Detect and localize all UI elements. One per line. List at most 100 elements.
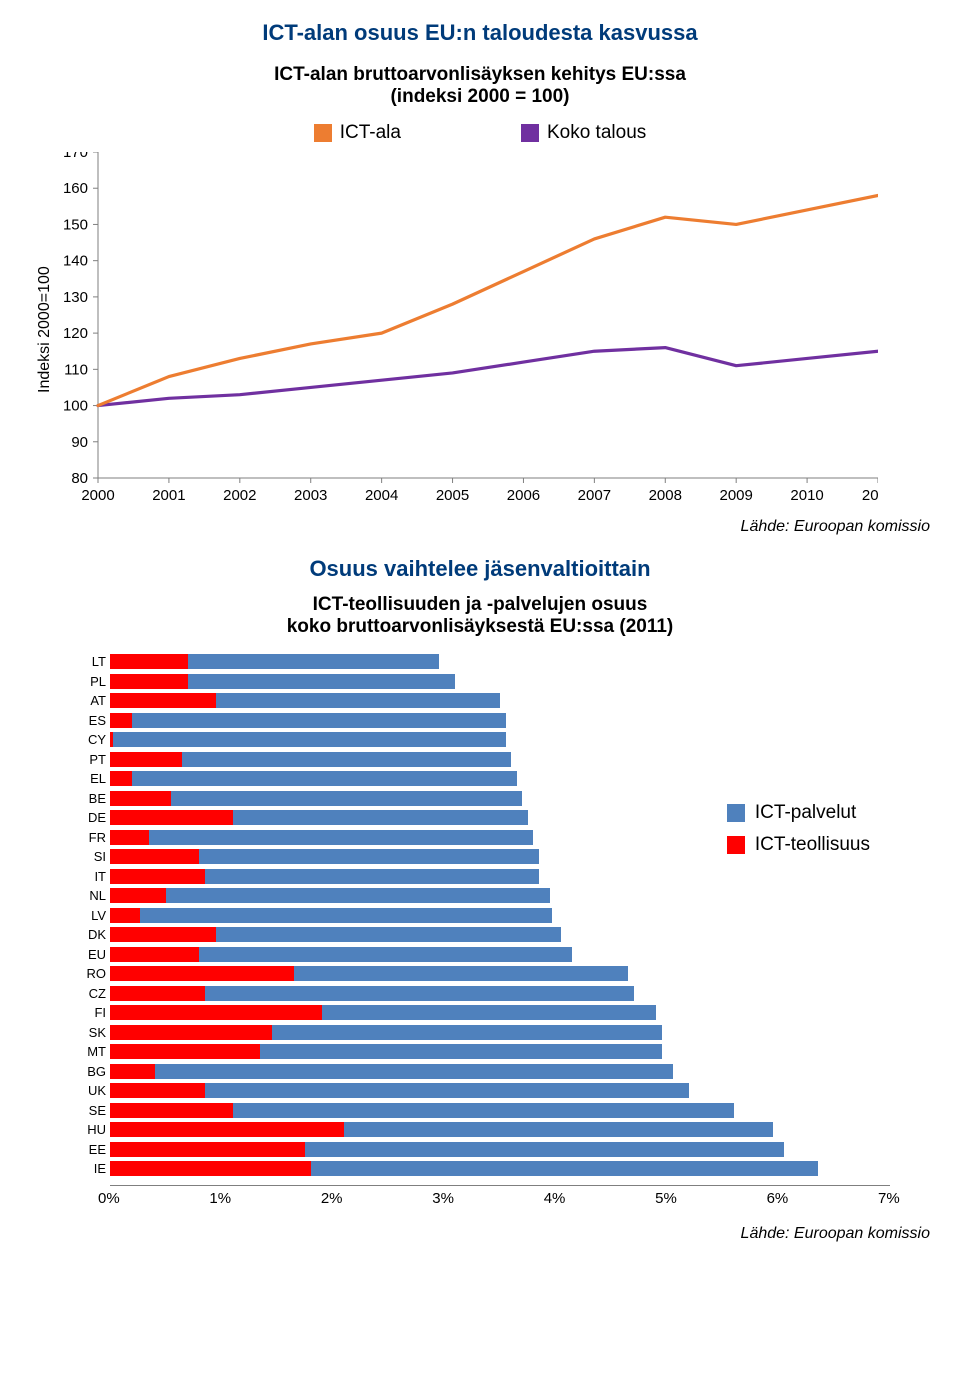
country-label: ES: [80, 713, 110, 728]
source-caption-1: Lähde: Euroopan komissio: [30, 518, 930, 536]
svg-text:170: 170: [63, 152, 88, 161]
bar-segment-services: [322, 1005, 656, 1020]
country-label: AT: [80, 693, 110, 708]
svg-text:140: 140: [63, 253, 88, 270]
legend-marker-purple: [521, 124, 539, 142]
legend-label-ict: ICT-ala: [340, 122, 401, 144]
bar-track: [110, 1142, 890, 1157]
bar-segment-manufacturing: [110, 752, 182, 767]
bar-chart-body: LTPLATESCYPTELBEDEFRSIITNLLVDKEUROCZFISK…: [30, 652, 930, 1207]
bar-track: [110, 869, 890, 884]
svg-text:120: 120: [63, 325, 88, 342]
table-row: HU: [80, 1120, 890, 1140]
legend-label-total: Koko talous: [547, 122, 646, 144]
bar-track: [110, 1005, 890, 1020]
table-row: LT: [80, 652, 890, 672]
bar-chart-rows: LTPLATESCYPTELBEDEFRSIITNLLVDKEUROCZFISK…: [80, 652, 890, 1179]
bar-segment-services: [233, 810, 528, 825]
bar-track: [110, 752, 890, 767]
svg-text:2003: 2003: [294, 487, 327, 504]
table-row: NL: [80, 886, 890, 906]
table-row: IT: [80, 867, 890, 887]
bar-segment-manufacturing: [110, 654, 188, 669]
bar-segment-manufacturing: [110, 947, 199, 962]
bar-track: [110, 947, 890, 962]
svg-text:150: 150: [63, 216, 88, 233]
bar-segment-services: [205, 869, 539, 884]
bar-chart-legend: ICT-palvelut ICT-teollisuus: [727, 802, 870, 866]
bar-chart-section: Osuus vaihtelee jäsenvaltioittain ICT-te…: [30, 556, 930, 1243]
svg-text:160: 160: [63, 180, 88, 197]
bar-segment-manufacturing: [110, 1064, 155, 1079]
line-chart-subtitle: ICT-alan bruttoarvonlisäyksen kehitys EU…: [30, 64, 930, 108]
x-tick-label: 6%: [767, 1190, 789, 1207]
bar-segment-manufacturing: [110, 1083, 205, 1098]
bar-chart-subtitle: ICT-teollisuuden ja -palvelujen osuus ko…: [30, 594, 930, 638]
table-row: ES: [80, 711, 890, 731]
table-row: CZ: [80, 984, 890, 1004]
bar-chart-title: Osuus vaihtelee jäsenvaltioittain: [30, 556, 930, 582]
table-row: EL: [80, 769, 890, 789]
bar-track: [110, 966, 890, 981]
legend-marker-orange: [314, 124, 332, 142]
country-label: BG: [80, 1064, 110, 1079]
legend-marker-red: [727, 836, 745, 854]
country-label: MT: [80, 1044, 110, 1059]
line-chart-body: Indeksi 2000=100 80901001101201301401501…: [30, 152, 930, 508]
bar-track: [110, 986, 890, 1001]
bar-segment-services: [188, 674, 455, 689]
bar-segment-manufacturing: [110, 674, 188, 689]
subtitle-line2: (indeksi 2000 = 100): [30, 86, 930, 108]
country-label: SK: [80, 1025, 110, 1040]
bar-segment-services: [216, 693, 500, 708]
country-label: UK: [80, 1083, 110, 1098]
page-title: ICT-alan osuus EU:n taloudesta kasvussa: [30, 20, 930, 46]
country-label: PT: [80, 752, 110, 767]
country-label: BE: [80, 791, 110, 806]
country-label: FR: [80, 830, 110, 845]
svg-text:2000: 2000: [81, 487, 114, 504]
bar-subtitle-line1: ICT-teollisuuden ja -palvelujen osuus: [30, 594, 930, 616]
bar-subtitle-line2: koko bruttoarvonlisäyksestä EU:ssa (2011…: [30, 616, 930, 638]
bar-track: [110, 1161, 890, 1176]
bar-segment-services: [182, 752, 511, 767]
legend-marker-blue: [727, 804, 745, 822]
bar-segment-manufacturing: [110, 1142, 305, 1157]
country-label: PL: [80, 674, 110, 689]
bar-segment-services: [216, 927, 561, 942]
country-label: CY: [80, 732, 110, 747]
table-row: LV: [80, 906, 890, 926]
table-row: BG: [80, 1062, 890, 1082]
bar-track: [110, 654, 890, 669]
bar-segment-services: [199, 947, 572, 962]
bar-segment-manufacturing: [110, 869, 205, 884]
bar-segment-services: [311, 1161, 818, 1176]
svg-text:2006: 2006: [507, 487, 540, 504]
bar-segment-manufacturing: [110, 713, 132, 728]
bar-track: [110, 1122, 890, 1137]
svg-text:90: 90: [71, 434, 88, 451]
x-tick-label: 5%: [655, 1190, 677, 1207]
bar-segment-manufacturing: [110, 927, 216, 942]
bar-track: [110, 927, 890, 942]
svg-text:2001: 2001: [152, 487, 185, 504]
table-row: DK: [80, 925, 890, 945]
bar-segment-manufacturing: [110, 1103, 233, 1118]
legend-item-total: Koko talous: [521, 122, 646, 144]
x-tick-label: 2%: [321, 1190, 343, 1207]
bar-segment-services: [113, 732, 505, 747]
legend-item-services: ICT-palvelut: [727, 802, 870, 824]
country-label: IT: [80, 869, 110, 884]
bar-segment-manufacturing: [110, 1005, 322, 1020]
bar-track: [110, 713, 890, 728]
table-row: FI: [80, 1003, 890, 1023]
bar-segment-manufacturing: [110, 791, 171, 806]
bar-segment-services: [294, 966, 628, 981]
source-caption-2: Lähde: Euroopan komissio: [30, 1225, 930, 1243]
country-label: EE: [80, 1142, 110, 1157]
bar-segment-manufacturing: [110, 986, 205, 1001]
bar-segment-services: [188, 654, 439, 669]
svg-text:2004: 2004: [365, 487, 398, 504]
country-label: EL: [80, 771, 110, 786]
bar-track: [110, 693, 890, 708]
